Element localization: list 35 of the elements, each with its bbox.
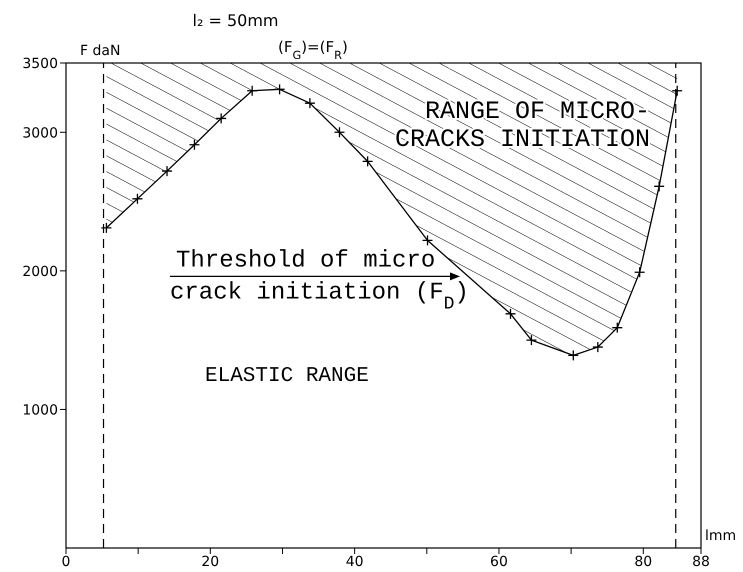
x-tick-label: 60 xyxy=(490,554,508,570)
chart-title: l₂ = 50mm xyxy=(192,11,278,30)
point xyxy=(274,84,286,95)
point xyxy=(188,139,200,150)
x-axis-title: lmm xyxy=(705,528,736,544)
point xyxy=(334,126,346,138)
y-tick-label: 3000 xyxy=(22,125,58,142)
point xyxy=(132,193,144,204)
point xyxy=(672,85,683,96)
x-tick-label: 40 xyxy=(346,554,364,570)
y-axis-title: F daN xyxy=(80,43,120,59)
annotation: ELASTIC RANGE xyxy=(205,365,369,388)
point xyxy=(215,112,227,124)
y-tick-label: 1000 xyxy=(22,402,58,418)
point xyxy=(422,234,434,246)
point xyxy=(612,322,623,334)
point xyxy=(504,308,516,320)
y-tick-label: 3500 xyxy=(22,56,58,72)
point xyxy=(654,180,665,192)
point xyxy=(362,156,374,168)
x-tick-label: 88 xyxy=(692,554,710,570)
point xyxy=(246,85,258,96)
point xyxy=(100,222,112,234)
point xyxy=(526,334,538,346)
annotation: Threshold of micro crack initiation (F$_{D}$) xyxy=(170,247,469,314)
x-tick-label: 0 xyxy=(62,554,70,570)
point xyxy=(161,165,173,177)
x-tick-label: 20 xyxy=(201,554,220,570)
x-tick-label: 80 xyxy=(634,554,652,570)
point xyxy=(304,98,316,109)
text: (F$_{G}$)=(F$_{R}$) xyxy=(278,38,348,62)
point xyxy=(634,266,646,278)
y-tick-label: 2000 xyxy=(22,264,58,280)
point xyxy=(592,341,604,353)
point xyxy=(568,350,579,362)
